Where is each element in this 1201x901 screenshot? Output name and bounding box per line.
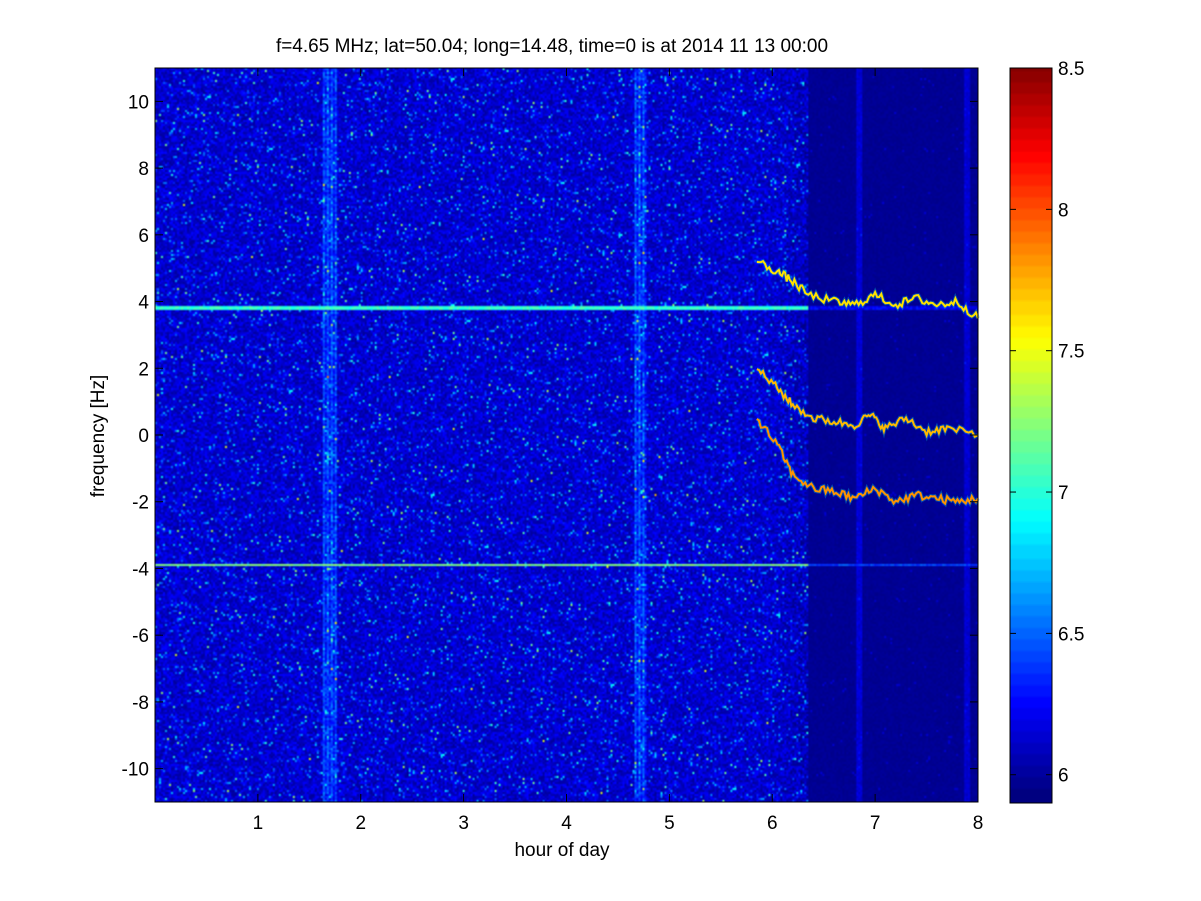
colorbar-tick-label: 7: [1058, 483, 1069, 504]
y-tick-label: 10: [128, 92, 149, 113]
y-axis-label: frequency [Hz]: [88, 375, 109, 498]
spectrogram-heatmap: [155, 68, 978, 802]
y-tick-label: -2: [132, 493, 149, 514]
y-tick-label: 0: [138, 426, 149, 447]
colorbar: 6 6.5 7 7.5 8 8.5: [1009, 59, 1084, 804]
x-tick-label: 4: [561, 813, 572, 834]
colorbar-frame: [1009, 67, 1053, 804]
x-tick-label: 7: [870, 813, 881, 834]
colorbar-tick-label: 8.5: [1058, 59, 1084, 80]
colorbar-tick-label: 6: [1058, 766, 1069, 787]
y-tick-label: -6: [132, 626, 149, 647]
y-tick-label: -10: [122, 760, 149, 781]
colorbar-ticks: 6 6.5 7 7.5 8 8.5: [1010, 59, 1084, 787]
chart-title: f=4.65 MHz; lat=50.04; long=14.48, time=…: [276, 36, 828, 57]
colorbar-tick-label: 7.5: [1058, 342, 1084, 363]
y-tick-label: -8: [132, 693, 149, 714]
ridge-traces: [755, 258, 980, 508]
x-tick-label: 8: [973, 813, 984, 834]
y-axis: -10 -8 -6 -4 -2 0 2 4 6 8 10: [122, 92, 978, 781]
y-tick-label: 4: [138, 293, 149, 314]
y-tick-label: 6: [138, 226, 149, 247]
plot-area: [154, 67, 980, 803]
colorbar-gradient: [1010, 68, 1052, 803]
y-tick-label: 2: [138, 359, 149, 380]
ridge-trace: [756, 259, 979, 319]
x-tick-label: 2: [355, 813, 366, 834]
x-tick-label: 6: [767, 813, 778, 834]
x-tick-label: 3: [458, 813, 469, 834]
colorbar-tick-label: 8: [1058, 200, 1069, 221]
x-axis: 1 2 3 4 5 6 7 8: [253, 68, 984, 834]
y-tick-label: -4: [132, 559, 149, 580]
colorbar-tick-label: 6.5: [1058, 624, 1084, 645]
ridge-trace: [756, 368, 979, 439]
x-tick-label: 5: [664, 813, 675, 834]
x-tick-label: 1: [253, 813, 264, 834]
x-axis-label: hour of day: [514, 840, 610, 861]
ridge-trace: [756, 418, 979, 506]
y-tick-label: 8: [138, 159, 149, 180]
